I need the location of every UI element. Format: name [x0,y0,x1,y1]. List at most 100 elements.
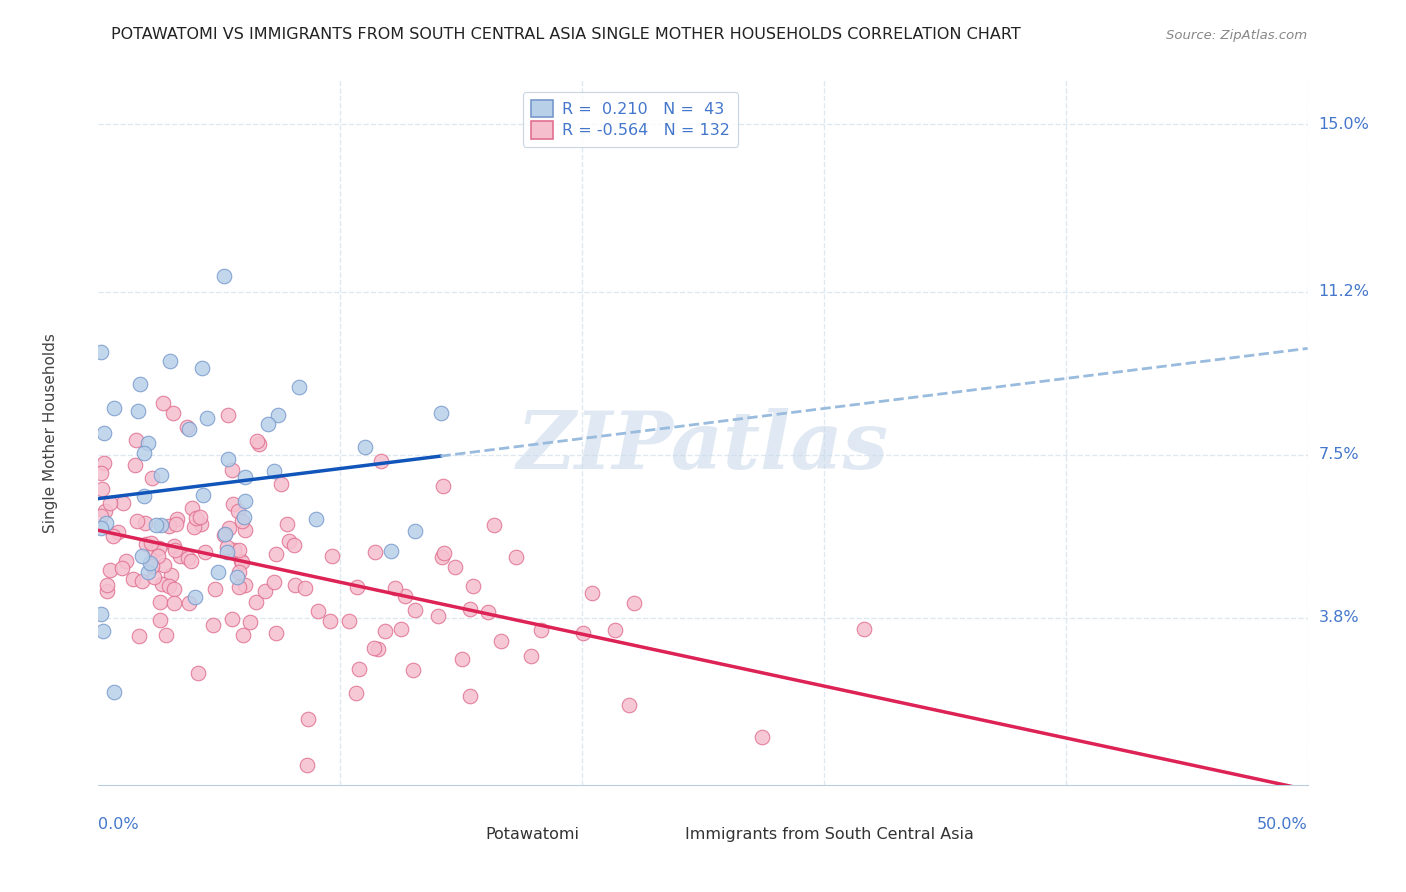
Point [131,574,153,588]
Point [134,516,156,530]
Point [217,408,239,422]
Point [94,504,117,518]
Point [484,518,506,533]
Point [150,518,173,533]
Point [121,572,143,586]
Point [852,622,875,636]
Point [380,544,402,558]
Point [228,580,250,594]
Point [179,422,201,436]
Point [183,520,205,534]
Point [253,584,276,599]
Point [214,527,236,541]
Point [187,665,209,680]
Point [247,437,270,451]
Text: POTAWATOMI VS IMMIGRANTS FROM SOUTH CENTRAL ASIA SINGLE MOTHER HOUSEHOLDS CORREL: POTAWATOMI VS IMMIGRANTS FROM SOUTH CENT… [111,27,1021,42]
Point [93,457,115,471]
Point [155,628,177,642]
Point [751,730,773,744]
Point [153,558,176,572]
Point [623,596,645,610]
Point [287,380,309,394]
Text: 11.2%: 11.2% [1319,285,1369,299]
Point [520,649,543,664]
Point [581,586,603,600]
Text: 3.8%: 3.8% [1319,610,1360,625]
Point [404,524,426,538]
Point [90,345,112,359]
Point [277,533,299,548]
Point [177,551,200,566]
Point [270,477,292,491]
Point [127,404,149,418]
Point [136,436,159,450]
Point [489,633,512,648]
Point [146,549,169,564]
Point [443,560,465,574]
Point [90,607,112,621]
Point [191,361,214,376]
Text: ZIPatlas: ZIPatlas [517,408,889,485]
Point [222,543,245,558]
Point [295,758,318,772]
Point [221,463,243,477]
Point [157,519,180,533]
Point [461,579,484,593]
Point [233,578,256,592]
Point [143,570,166,584]
Point [98,495,121,509]
Point [239,615,262,629]
Point [364,545,387,559]
Point [202,618,225,632]
Point [294,581,316,595]
Point [426,609,449,624]
Point [263,575,285,590]
Point [135,537,157,551]
Point [177,596,200,610]
Point [263,464,285,478]
Text: Potawatomi: Potawatomi [485,827,579,842]
Point [246,434,269,448]
Point [367,642,389,657]
Point [103,685,125,699]
Text: 50.0%: 50.0% [1257,817,1308,831]
Text: 15.0%: 15.0% [1319,117,1369,132]
Point [149,595,172,609]
Point [96,578,118,592]
Point [138,556,160,570]
Text: Single Mother Households: Single Mother Households [42,333,58,533]
Point [374,624,396,639]
Point [264,548,287,562]
Point [141,471,163,485]
Point [266,409,288,423]
Point [96,584,118,599]
Point [477,605,499,619]
Point [346,580,368,594]
Point [166,512,188,526]
Point [231,555,253,569]
Point [218,521,240,535]
Point [384,581,406,595]
Point [458,602,481,616]
Point [232,627,254,641]
Point [235,470,257,484]
FancyBboxPatch shape [449,825,475,843]
Point [207,565,229,579]
Point [163,582,186,596]
Point [169,549,191,564]
Text: 7.5%: 7.5% [1319,447,1360,462]
Point [159,353,181,368]
Point [111,496,134,510]
Point [204,582,226,597]
Point [319,615,342,629]
Point [245,595,267,609]
Point [91,624,114,638]
Point [159,568,181,582]
Point [184,590,207,604]
Point [222,497,245,511]
Point [276,517,298,532]
Point [101,529,124,543]
Point [432,479,454,493]
Point [149,468,172,483]
Point [321,549,343,563]
